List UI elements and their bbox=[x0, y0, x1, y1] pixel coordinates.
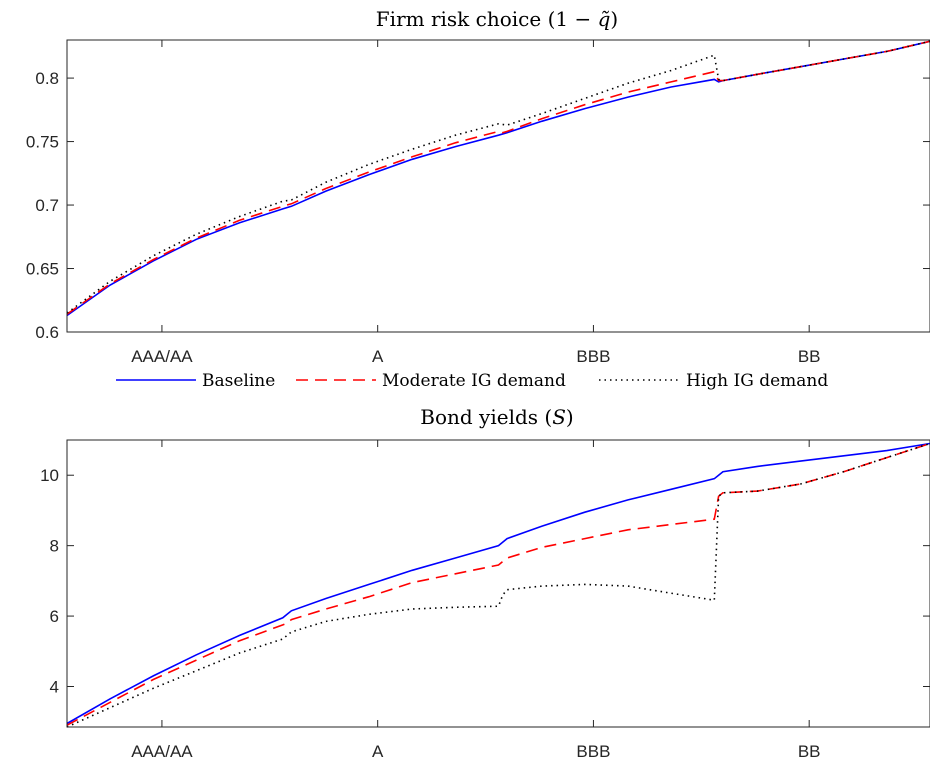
series-line-baseline bbox=[66, 442, 930, 725]
axes-box bbox=[66, 439, 930, 728]
legend-label-baseline: Baseline bbox=[202, 371, 275, 391]
x-tick-label: BB bbox=[798, 742, 821, 761]
series-line-high-ig-demand bbox=[66, 442, 930, 728]
y-tick-label: 0.65 bbox=[26, 260, 59, 279]
series-line-moderate-ig-demand bbox=[66, 442, 930, 726]
x-tick-label: AAA/AA bbox=[131, 347, 193, 366]
legend: Baseline Moderate IG demand High IG dema… bbox=[116, 371, 828, 391]
x-tick-label: BB bbox=[798, 347, 821, 366]
series-line-high-ig-demand bbox=[66, 40, 930, 314]
y-tick-label: 0.75 bbox=[26, 133, 59, 152]
chart-title: Firm risk choice (1 − q̃) bbox=[376, 7, 618, 31]
y-tick-label: 0.8 bbox=[35, 69, 59, 88]
x-tick-label: AAA/AA bbox=[131, 742, 193, 761]
panel-firm-risk-choice: Firm risk choice (1 − q̃) 0.6 0.65 0.7 0.75… bbox=[26, 7, 930, 366]
y-tick-label: 4 bbox=[50, 678, 59, 697]
legend-label-high: High IG demand bbox=[686, 371, 828, 391]
axes-box bbox=[66, 39, 930, 333]
series-line-moderate-ig-demand bbox=[66, 40, 930, 315]
x-tick-label: BBB bbox=[576, 347, 610, 366]
y-tick-label: 10 bbox=[40, 466, 59, 485]
y-tick-label: 0.6 bbox=[35, 323, 59, 342]
series-line-baseline bbox=[66, 40, 930, 317]
chart-title: Bond yields (S) bbox=[420, 405, 573, 429]
x-tick-label: A bbox=[372, 742, 384, 761]
legend-label-moderate: Moderate IG demand bbox=[382, 371, 566, 391]
x-tick-label: A bbox=[372, 347, 384, 366]
y-tick-label: 8 bbox=[50, 537, 59, 556]
x-tick-label: BBB bbox=[576, 742, 610, 761]
y-tick-label: 6 bbox=[50, 607, 59, 626]
y-tick-label: 0.7 bbox=[35, 196, 59, 215]
